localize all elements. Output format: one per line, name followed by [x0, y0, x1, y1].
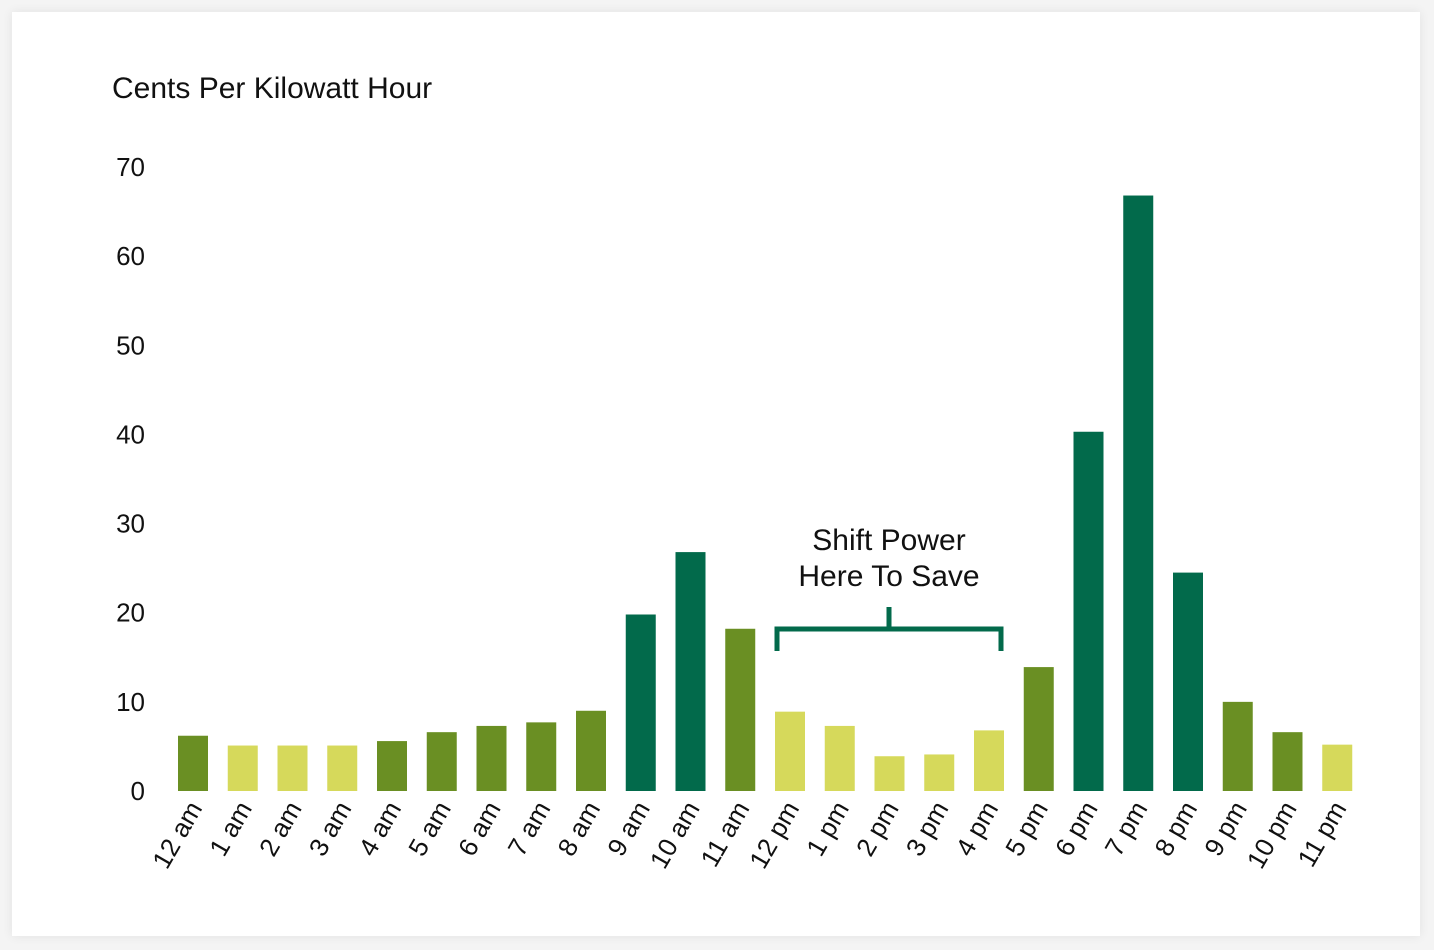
x-tick-label: 1 pm: [800, 796, 855, 861]
bar: [974, 730, 1004, 791]
bar: [1023, 667, 1054, 791]
bar: [178, 735, 208, 791]
bar: [1222, 701, 1253, 791]
bar: [426, 732, 457, 791]
bar: [327, 745, 358, 791]
bar: [824, 725, 855, 791]
x-tick-label: 8 am: [551, 796, 606, 861]
y-tick-label: 70: [116, 152, 145, 182]
annotation-line-1: Shift Power: [812, 524, 965, 557]
bar: [227, 745, 258, 791]
y-tick-label: 40: [116, 419, 145, 449]
x-tick-label: 7 pm: [1099, 796, 1154, 861]
bar: [277, 745, 308, 791]
annotation: Shift Power Here To Save: [774, 524, 1004, 651]
annotation-line-2: Here To Save: [798, 560, 979, 593]
x-tick-label: 6 pm: [1049, 796, 1104, 861]
bar: [1173, 572, 1203, 791]
x-tick-label: 12 am: [146, 796, 208, 874]
y-tick-label: 0: [131, 776, 145, 806]
y-tick-label: 50: [116, 330, 145, 360]
bar: [576, 710, 606, 791]
bar: [1073, 431, 1104, 791]
x-tick-label: 4 pm: [949, 796, 1004, 861]
x-tick-label: 7 am: [502, 796, 557, 861]
x-tick-label: 11 pm: [1291, 796, 1352, 872]
x-tick-label: 1 am: [203, 796, 258, 861]
x-tick-label: 4 am: [352, 796, 407, 861]
x-axis-ticks: 12 am1 am2 am3 am4 am5 am6 am7 am8 am9 a…: [146, 796, 1352, 874]
x-tick-label: 5 am: [402, 796, 457, 861]
y-tick-label: 20: [116, 598, 145, 628]
bar: [924, 754, 955, 791]
x-tick-label: 10 am: [644, 796, 706, 874]
bars: [178, 195, 1353, 792]
x-tick-label: 3 pm: [900, 796, 955, 861]
y-tick-label: 60: [116, 241, 145, 271]
bar: [526, 722, 557, 791]
annotation-bracket: [774, 607, 1004, 651]
x-tick-label: 6 am: [452, 796, 507, 861]
bar: [625, 614, 656, 791]
bar: [725, 628, 756, 791]
bar: [377, 741, 407, 791]
bar: [874, 756, 905, 791]
bar: [1123, 195, 1154, 792]
y-axis-title: Cents Per Kilowatt Hour: [112, 72, 432, 105]
y-tick-label: 10: [116, 687, 145, 717]
x-tick-label: 2 am: [253, 796, 308, 861]
bar: [476, 725, 507, 791]
x-tick-label: 12 pm: [743, 796, 805, 874]
bar: [1272, 732, 1303, 791]
bar: [675, 552, 706, 791]
bar: [775, 711, 805, 791]
x-tick-label: 3 am: [303, 796, 358, 861]
x-tick-label: 8 pm: [1148, 796, 1203, 861]
x-tick-label: 10 pm: [1241, 796, 1303, 874]
y-axis-ticks: 0 10 20 30 40 50 60 70: [116, 152, 145, 806]
x-tick-label: 5 pm: [999, 796, 1054, 861]
x-tick-label: 2 pm: [850, 796, 905, 861]
bar: [1322, 744, 1353, 791]
y-tick-label: 30: [116, 509, 145, 539]
